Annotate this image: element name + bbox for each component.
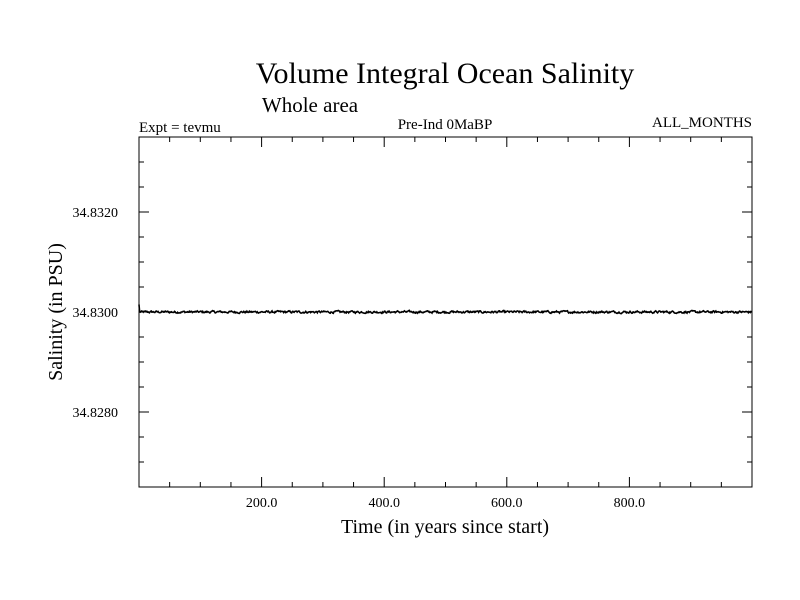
y-tick-label: 34.8300: [73, 306, 119, 321]
y-tick-label: 34.8320: [73, 206, 119, 221]
y-tick-label: 34.8280: [73, 406, 119, 421]
x-axis-label: Time (in years since start): [341, 516, 549, 538]
chart-title: Volume Integral Ocean Salinity: [256, 57, 635, 90]
x-tick-label: 600.0: [491, 496, 523, 511]
series-layer: [138, 304, 753, 315]
axis-ticks: [139, 136, 752, 488]
x-tick-label: 200.0: [246, 496, 278, 511]
chart-subtitle: Whole area: [262, 93, 359, 117]
axis-tick-labels: 200.0 400.0 600.0 800.0 34.8280 34.8300 34.832…: [73, 206, 646, 511]
annotation-period: Pre-Ind 0MaBP: [398, 117, 493, 133]
series-line: [138, 304, 753, 315]
x-tick-label: 400.0: [368, 496, 400, 511]
annotation-experiment: Expt = tevmu: [139, 120, 221, 136]
y-axis-label: Salinity (in PSU): [45, 243, 67, 381]
annotation-months: ALL_MONTHS: [652, 115, 752, 131]
x-tick-label: 800.0: [614, 496, 646, 511]
